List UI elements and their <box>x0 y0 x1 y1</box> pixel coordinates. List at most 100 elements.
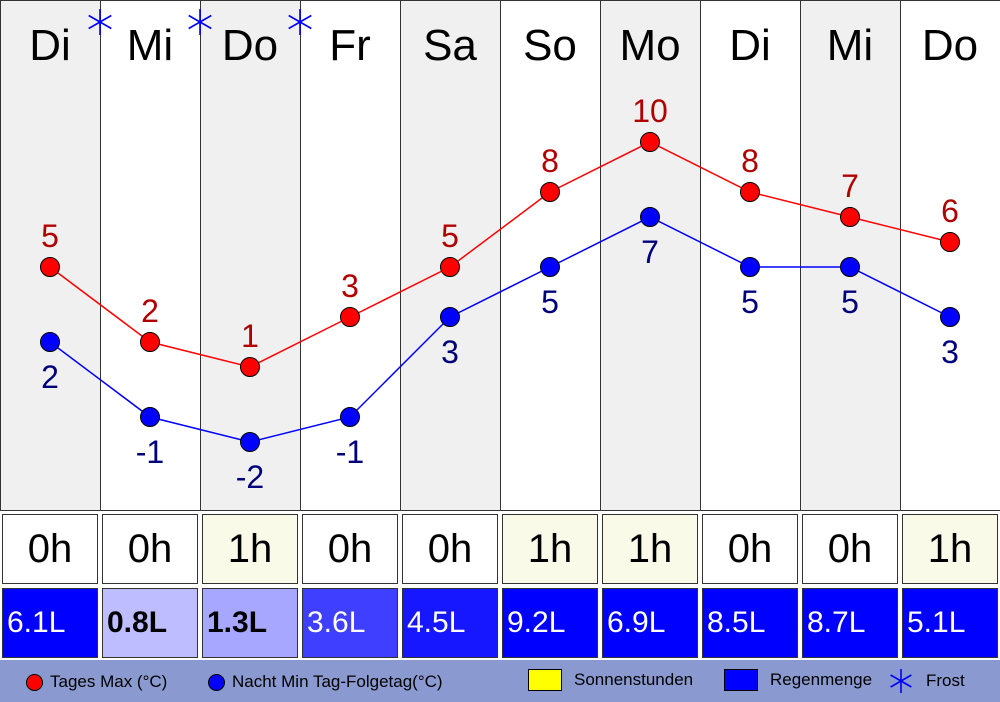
legend-item-rain: Regenmenge <box>724 669 872 691</box>
frost-stroke <box>288 14 312 30</box>
min-temp-label: 3 <box>941 334 959 370</box>
min-temp-label: 5 <box>841 284 859 320</box>
rain-amount-cell: 9.2L <box>502 588 598 658</box>
day-column-0 <box>0 0 101 511</box>
min-temp-point <box>440 307 460 327</box>
day-label-0: Di <box>29 21 71 70</box>
max-temp-label: 6 <box>941 193 959 229</box>
sunshine-hours-cell: 0h <box>802 514 898 584</box>
max-temp-point <box>140 332 160 352</box>
min-temp-label: 5 <box>541 284 559 320</box>
min-temp-point <box>40 332 60 352</box>
max-temp-label: 10 <box>632 93 668 129</box>
legend-rain-swatch <box>724 669 758 691</box>
min-temp-label: 5 <box>741 284 759 320</box>
max-temp-point <box>240 357 260 377</box>
max-temp-point <box>340 307 360 327</box>
day-column-2 <box>200 0 301 511</box>
max-temp-label: 2 <box>141 293 159 329</box>
sunshine-hours-cell: 0h <box>302 514 398 584</box>
max-temp-point <box>40 257 60 277</box>
legend: Tages Max (°C) Nacht Min Tag-Folgetag(°C… <box>0 660 1000 702</box>
sunshine-hours-cell: 1h <box>502 514 598 584</box>
max-temp-line <box>49 141 951 368</box>
day-column-4 <box>400 0 501 511</box>
min-temp-label: -1 <box>136 434 164 470</box>
legend-sun-swatch <box>528 669 562 691</box>
rain-amount-cell: 6.1L <box>2 588 98 658</box>
rain-amount-cell: 4.5L <box>402 588 498 658</box>
frost-stroke <box>188 14 212 30</box>
legend-item-sun: Sonnenstunden <box>528 669 693 691</box>
max-temp-label: 1 <box>241 318 259 354</box>
rain-amount-cell: 1.3L <box>202 588 298 658</box>
min-temp-point <box>840 257 860 277</box>
max-temp-point <box>740 182 760 202</box>
min-temp-label: 2 <box>41 359 59 395</box>
day-column-8 <box>800 0 901 511</box>
sunshine-hours-cell: 1h <box>202 514 298 584</box>
min-temp-point <box>140 407 160 427</box>
sunshine-hours-row: 0h 0h 1h 0h 0h 1h 1h 0h 0h 1h <box>0 512 1000 586</box>
day-column-7 <box>700 0 801 511</box>
frost-stroke <box>88 14 112 30</box>
day-column-9 <box>900 0 1000 511</box>
max-temp-label: 8 <box>741 143 759 179</box>
max-temp-point <box>840 207 860 227</box>
frost-icon <box>188 9 212 35</box>
day-label-2: Do <box>222 21 278 70</box>
min-temp-label: -1 <box>336 434 364 470</box>
rain-amount-row: 6.1L 0.8L 1.3L 3.6L 4.5L 9.2L 6.9L 8.5L 8.7L 5.1L <box>0 586 1000 660</box>
legend-frost-label: Frost <box>926 671 965 690</box>
min-temp-point <box>540 257 560 277</box>
day-label-3: Fr <box>329 21 371 70</box>
frost-icon <box>890 669 912 693</box>
sunshine-hours-cell: 0h <box>2 514 98 584</box>
legend-item-frost: Frost <box>888 668 965 694</box>
rain-amount-cell: 6.9L <box>602 588 698 658</box>
max-temp-point <box>540 182 560 202</box>
min-temp-label: -2 <box>236 459 264 495</box>
legend-item-min: Nacht Min Tag-Folgetag(°C) <box>208 672 443 692</box>
frost-icon <box>88 9 112 35</box>
rain-amount-cell: 8.7L <box>802 588 898 658</box>
legend-rain-label: Regenmenge <box>770 670 873 689</box>
day-label-4: Sa <box>423 21 477 70</box>
min-temp-point <box>640 207 660 227</box>
legend-min-label: Nacht Min Tag-Folgetag(°C) <box>232 672 443 691</box>
day-column-6 <box>600 0 701 511</box>
sunshine-hours-cell: 0h <box>102 514 198 584</box>
day-label-7: Di <box>729 21 771 70</box>
rain-amount-cell: 5.1L <box>902 588 998 658</box>
max-temp-point <box>940 232 960 252</box>
sunshine-hours-cell: 0h <box>702 514 798 584</box>
max-temp-label: 7 <box>841 168 859 204</box>
min-temp-label: 7 <box>641 234 659 270</box>
legend-item-max: Tages Max (°C) <box>26 672 167 692</box>
sunshine-hours-cell: 0h <box>402 514 498 584</box>
temperature-chart: Di Mi Do Fr Sa So Mo Di Mi Do 5 2 1 3 5 8 10 8 7 6 2 -1 -2 -1 3 5… <box>0 0 1000 511</box>
min-temp-line <box>49 216 951 443</box>
legend-max-marker <box>26 673 43 691</box>
legend-max-label: Tages Max (°C) <box>50 672 168 691</box>
sunshine-hours-cell: 1h <box>602 514 698 584</box>
frost-icon <box>288 9 312 35</box>
max-temp-label: 5 <box>41 218 59 254</box>
sunshine-hours-cell: 1h <box>902 514 998 584</box>
max-temp-label: 8 <box>541 143 559 179</box>
min-temp-point <box>340 407 360 427</box>
day-label-9: Do <box>922 21 978 70</box>
legend-sun-label: Sonnenstunden <box>574 670 694 689</box>
day-column-5 <box>500 0 601 511</box>
day-label-8: Mi <box>827 21 873 70</box>
rain-amount-cell: 8.5L <box>702 588 798 658</box>
min-temp-point <box>740 257 760 277</box>
min-temp-label: 3 <box>441 334 459 370</box>
rain-amount-cell: 0.8L <box>102 588 198 658</box>
max-temp-label: 3 <box>341 268 359 304</box>
max-temp-label: 5 <box>441 218 459 254</box>
max-temp-point <box>440 257 460 277</box>
day-label-5: So <box>523 21 577 70</box>
min-temp-point <box>240 432 260 452</box>
legend-min-marker <box>208 673 225 691</box>
